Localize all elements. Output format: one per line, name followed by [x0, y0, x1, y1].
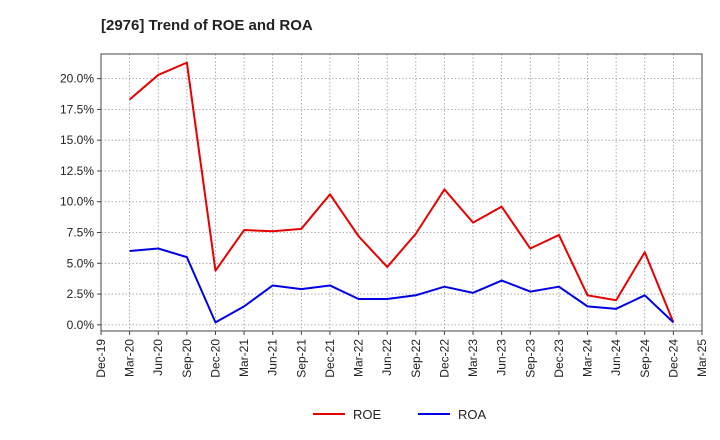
x-tick-label: Dec-23 [552, 339, 566, 378]
x-tick-label: Jun-22 [380, 339, 394, 376]
x-tick-label: Dec-22 [437, 339, 451, 378]
x-tick-label: Jun-24 [609, 339, 623, 376]
y-tick-label: 10.0% [60, 195, 94, 209]
x-tick-label: Sep-20 [180, 339, 194, 378]
x-tick-label: Sep-22 [409, 339, 423, 378]
x-tick-label: Mar-25 [695, 339, 709, 377]
y-tick-label: 0.0% [67, 318, 95, 332]
x-tick-label: Dec-19 [94, 339, 108, 378]
y-tick-label: 7.5% [67, 226, 95, 240]
y-tick-label: 15.0% [60, 133, 94, 147]
legend-label-roe: ROE [353, 407, 382, 422]
series-line-roe [128, 61, 675, 323]
grid-lines [101, 54, 702, 331]
legend-label-roa: ROA [458, 407, 487, 422]
series-lines [128, 61, 675, 324]
x-tick-label: Jun-20 [151, 339, 165, 376]
plot-frame [100, 53, 703, 332]
plot-area [101, 54, 702, 331]
legend: ROE ROA [313, 407, 487, 422]
x-tick-label: Mar-21 [237, 339, 251, 377]
x-tick-label: Mar-23 [466, 339, 480, 377]
x-axis: Dec-19 Mar-20 Jun-20 Sep-20 Dec-20 Mar-21 Jun-… [94, 331, 709, 378]
x-tick-label: Sep-21 [294, 339, 308, 378]
x-tick-label: Jun-23 [495, 339, 509, 376]
y-tick-label: 12.5% [60, 164, 94, 178]
x-tick-label: Dec-21 [323, 339, 337, 378]
x-tick-label: Sep-24 [638, 339, 652, 378]
x-tick-label: Mar-20 [123, 339, 137, 377]
x-tick-label: Mar-22 [352, 339, 366, 377]
x-tick-label: Jun-21 [266, 339, 280, 376]
y-tick-label: 5.0% [67, 256, 95, 270]
y-tick-label: 2.5% [67, 287, 95, 301]
x-tick-label: Sep-23 [523, 339, 537, 378]
y-tick-label: 17.5% [60, 102, 94, 116]
y-tick-label: 20.0% [60, 72, 94, 86]
y-axis: 0.0% 2.5% 5.0% 7.5% 10.0% 12.5% 15.0% 17.5% 20.0… [60, 72, 101, 332]
chart-title: [2976] Trend of ROE and ROA [101, 17, 313, 34]
x-tick-label: Dec-24 [666, 339, 680, 378]
x-tick-label: Dec-20 [208, 339, 222, 378]
x-tick-label: Mar-24 [581, 339, 595, 377]
series-line-roa [129, 247, 675, 324]
